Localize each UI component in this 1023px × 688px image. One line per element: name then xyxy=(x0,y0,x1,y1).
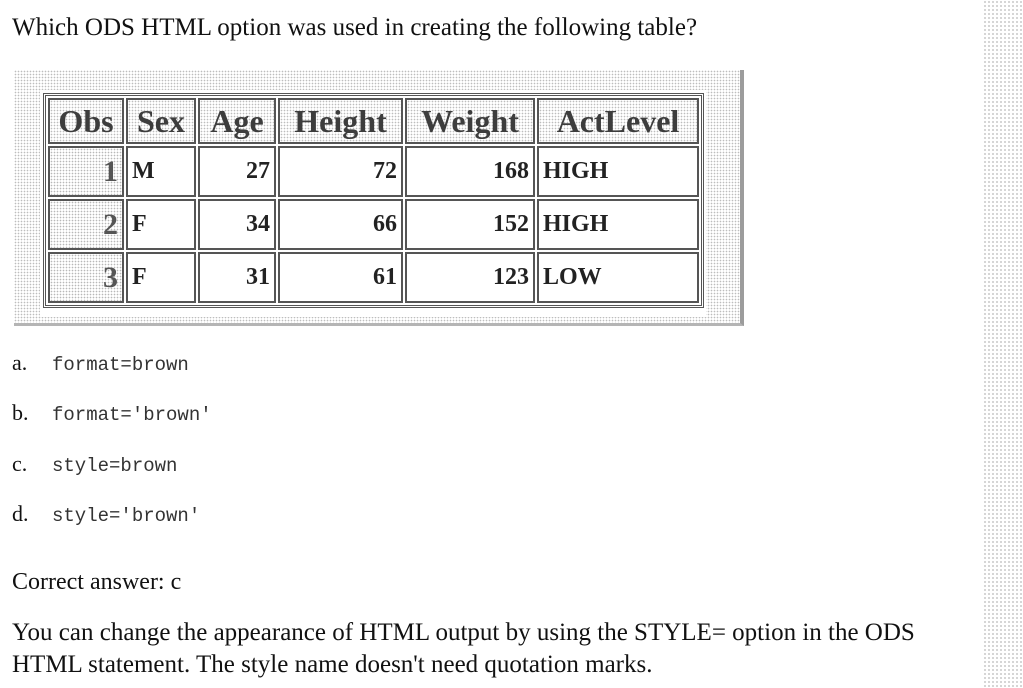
table-row: 3 F 31 61 123 LOW xyxy=(48,252,699,303)
header-obs: Obs xyxy=(48,98,124,144)
cell-weight: 123 xyxy=(405,252,535,303)
option-letter: c. xyxy=(12,451,28,476)
header-age: Age xyxy=(198,98,276,144)
option-b[interactable]: b. format='brown' xyxy=(12,400,212,428)
cell-weight: 168 xyxy=(405,146,535,197)
option-c[interactable]: c. style=brown xyxy=(12,451,177,479)
cell-actlevel: HIGH xyxy=(537,146,699,197)
cell-weight: 152 xyxy=(405,199,535,250)
cell-obs: 1 xyxy=(48,146,124,197)
explanation-text: You can change the appearance of HTML ou… xyxy=(12,619,915,678)
option-code: format='brown' xyxy=(52,404,212,426)
option-letter: a. xyxy=(12,350,28,375)
correct-answer: Correct answer: c xyxy=(12,569,182,595)
cell-age: 27 xyxy=(198,146,276,197)
table-row: 2 F 34 66 152 HIGH xyxy=(48,199,699,250)
dotted-edge-strip xyxy=(983,0,1023,688)
cell-sex: F xyxy=(126,199,196,250)
option-code: format=brown xyxy=(52,354,189,376)
cell-obs: 3 xyxy=(48,252,124,303)
cell-age: 34 xyxy=(198,199,276,250)
cell-sex: M xyxy=(126,146,196,197)
cell-actlevel: LOW xyxy=(537,252,699,303)
option-a[interactable]: a. format=brown xyxy=(12,350,189,378)
table-figure: Obs Sex Age Height Weight ActLevel 1 M 2… xyxy=(14,70,744,326)
table-figure-inner: Obs Sex Age Height Weight ActLevel 1 M 2… xyxy=(40,90,706,317)
option-d[interactable]: d. style='brown' xyxy=(12,501,200,529)
header-actlevel: ActLevel xyxy=(537,98,699,144)
cell-height: 61 xyxy=(278,252,403,303)
header-sex: Sex xyxy=(126,98,196,144)
cell-sex: F xyxy=(126,252,196,303)
ods-output-table: Obs Sex Age Height Weight ActLevel 1 M 2… xyxy=(43,93,704,308)
table-header-row: Obs Sex Age Height Weight ActLevel xyxy=(48,98,699,144)
cell-height: 66 xyxy=(278,199,403,250)
option-code: style=brown xyxy=(52,455,178,477)
header-height: Height xyxy=(278,98,403,144)
option-letter: d. xyxy=(12,501,29,526)
cell-height: 72 xyxy=(278,146,403,197)
question-text: Which ODS HTML option was used in creati… xyxy=(12,14,698,41)
table-row: 1 M 27 72 168 HIGH xyxy=(48,146,699,197)
header-weight: Weight xyxy=(405,98,535,144)
cell-actlevel: HIGH xyxy=(537,199,699,250)
cell-age: 31 xyxy=(198,252,276,303)
cell-obs: 2 xyxy=(48,199,124,250)
option-letter: b. xyxy=(12,400,29,425)
option-code: style='brown' xyxy=(52,505,201,527)
